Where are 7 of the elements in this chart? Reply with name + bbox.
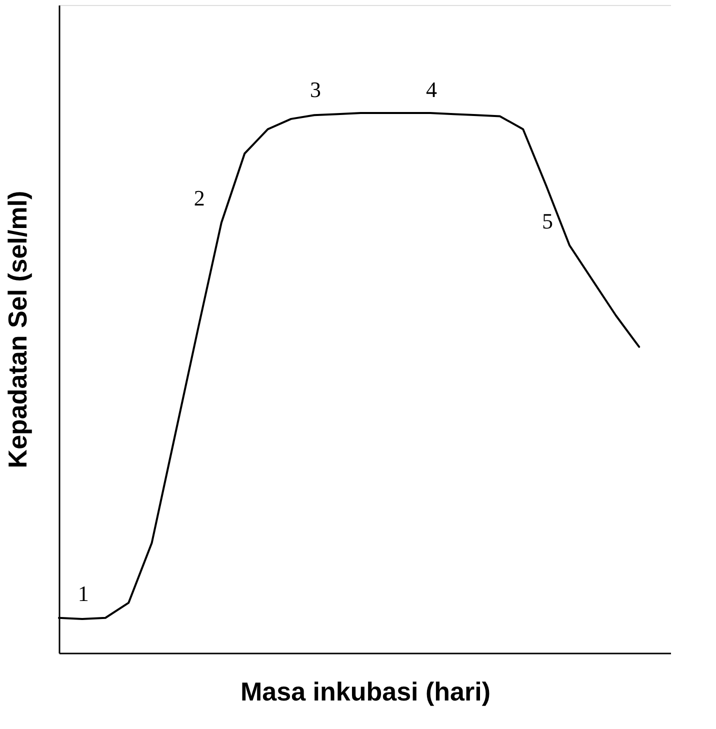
text: 4	[426, 77, 437, 102]
annotation: 5	[542, 208, 553, 234]
y-axis-title: Kepadatan Sel (sel/ml)	[2, 190, 32, 468]
annotation: 1	[78, 580, 89, 606]
text: 3	[310, 77, 321, 102]
x-axis-title: Masa inkubasi (hari)	[240, 676, 490, 706]
annotation: 2	[194, 186, 205, 211]
